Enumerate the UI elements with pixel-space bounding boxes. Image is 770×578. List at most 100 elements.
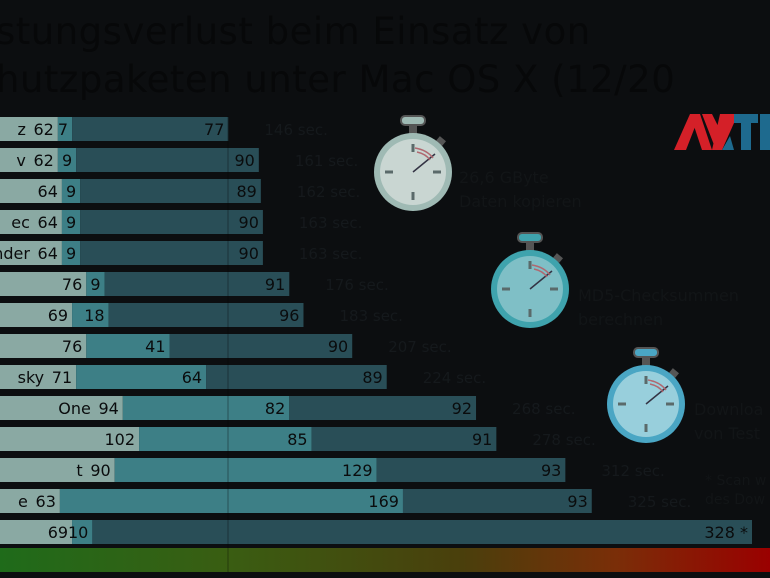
segment-label: 69 [48, 523, 68, 542]
bar-segment-3 [104, 272, 290, 296]
bar-segment-1 [0, 210, 62, 234]
legend-copy-text: 26,6 GByte Daten kopieren [459, 168, 582, 211]
bar-segment-2 [61, 241, 81, 265]
segment-label: 82 [265, 399, 285, 418]
bar-segment-3 [206, 365, 387, 389]
bar-row: 76 41 90 207 sec. [0, 334, 452, 358]
bar-segment-3 [76, 148, 259, 172]
segment-label: 69 [48, 306, 68, 325]
segment-label: 102 [105, 430, 136, 449]
segment-label: 96 [279, 306, 299, 325]
avtest-logo [674, 114, 770, 150]
bar-row: 63 e 169 93 325 sec. [0, 489, 691, 513]
bar-row: 69 18 96 183 sec. [0, 303, 403, 327]
segment-label: 62 [34, 151, 54, 170]
segment-label: 169 [368, 492, 399, 511]
segment-label: 90 [90, 461, 110, 480]
bar-row: 76 9 91 176 sec. [0, 272, 389, 296]
segment-label: 18 [84, 306, 104, 325]
total-label: 207 sec. [388, 338, 451, 356]
bar-segment-2 [61, 210, 81, 234]
segment-label: 77 [204, 120, 224, 139]
bar-segment-2 [72, 520, 93, 544]
segment-label: 93 [567, 492, 587, 511]
bar-row: 94 One 82 92 268 sec. [0, 396, 576, 420]
bar-segment-1 [0, 396, 123, 420]
total-label: 163 sec. [299, 245, 362, 263]
segment-label: 9 [66, 213, 76, 232]
segment-label: 93 [541, 461, 561, 480]
category-label: z [17, 120, 25, 139]
total-label: 176 sec. [325, 276, 388, 294]
segment-label: 64 [38, 182, 58, 201]
segment-label: 90 [239, 244, 259, 263]
bar-segment-3 [289, 396, 477, 420]
stopwatch-icon [491, 232, 569, 328]
segment-label: 91 [472, 430, 492, 449]
segment-label: 92 [452, 399, 472, 418]
bar-segment-3 [80, 210, 263, 234]
bar-segment-3 [402, 489, 592, 513]
segment-label: 94 [98, 399, 118, 418]
category-label: One [58, 399, 91, 418]
segment-label: 9 [90, 275, 100, 294]
bar-segment-1 [0, 334, 87, 358]
scale-gradient-bar [0, 548, 770, 572]
bar-segment-1 [0, 458, 115, 482]
bar-row: 64 9 89 162 sec. [0, 179, 360, 203]
bar-segment-2 [114, 458, 377, 482]
segment-label: 90 [239, 213, 259, 232]
segment-label: 64 [182, 368, 202, 387]
bar-segment-1 [0, 148, 58, 172]
bar-segment-2 [57, 148, 77, 172]
bar-segment-1 [0, 520, 73, 544]
bar-segment-2 [61, 179, 81, 203]
bar-row: 62z 7 77 146 sec. [0, 117, 328, 141]
title-line-1: stungsverlust beim Einsatz von [0, 10, 591, 53]
bar-segment-3 [72, 117, 229, 141]
bar-segment-1 [0, 117, 58, 141]
category-label: sky [18, 368, 45, 387]
bar-row: 71 sky 64 89 224 sec. [0, 365, 486, 389]
category-label: ec [11, 213, 30, 232]
bar-segment-2 [86, 272, 105, 296]
total-label: 146 sec. [264, 121, 327, 139]
legend-download-text: Downloa von Test [694, 400, 764, 443]
bar-row: 64 nder 9 90 163 sec. [0, 241, 362, 265]
segment-label: 89 [362, 368, 382, 387]
footnote: * Scan w des Dow [705, 473, 767, 508]
bar-row: 62 v 9 90 161 sec. [0, 148, 358, 172]
segment-label: 91 [265, 275, 285, 294]
bar-segment-3 [311, 427, 497, 451]
segment-label: 9 [66, 182, 76, 201]
chart-title: stungsverlust beim Einsatz von hutzpaket… [0, 8, 675, 104]
bar-segment-2 [122, 396, 290, 420]
segment-label: 129 [342, 461, 373, 480]
segment-label: 7 [58, 120, 68, 139]
segment-label: 90 [328, 337, 348, 356]
segment-label: 76 [62, 337, 82, 356]
bar-row: 69 10 328 * [0, 520, 753, 544]
total-label: 224 sec. [423, 369, 486, 387]
bar-segment-3 [169, 334, 353, 358]
bar-segment-1 [0, 365, 77, 389]
total-label: 312 sec. [601, 462, 664, 480]
segment-label: 76 [62, 275, 82, 294]
total-label: 278 sec. [532, 431, 595, 449]
total-label: 162 sec. [297, 183, 360, 201]
segment-label: 41 [145, 337, 165, 356]
total-label: 183 sec. [339, 307, 402, 325]
total-label: 325 sec. [628, 493, 691, 511]
segment-label: 64 [38, 244, 58, 263]
bar-segment-3 [80, 179, 261, 203]
segment-label: 64 [38, 213, 58, 232]
bar-segment-2 [72, 303, 109, 327]
stopwatch-icon [607, 347, 685, 443]
category-label: e [18, 492, 28, 511]
segment-label: 89 [237, 182, 257, 201]
segment-label: 9 [66, 244, 76, 263]
bar-segment-3 [92, 520, 753, 544]
legend-md5-text: MD5-Checksummen berechnen [578, 286, 739, 329]
bar-segment-2 [86, 334, 170, 358]
